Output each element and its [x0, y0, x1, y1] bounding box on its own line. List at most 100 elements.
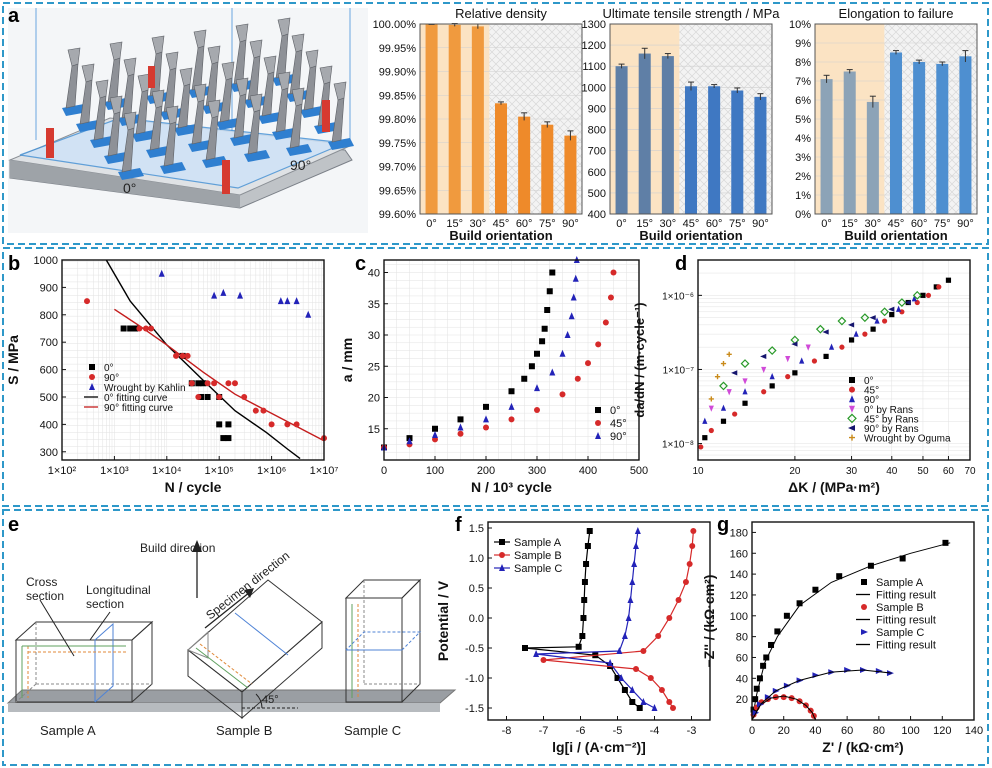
x-tick-label: 90° — [752, 218, 769, 230]
fitting-curve — [751, 669, 892, 721]
data-point — [849, 395, 855, 403]
data-point — [237, 291, 244, 299]
x-tick-label: 60 — [841, 725, 853, 737]
specimen-grip — [291, 33, 305, 53]
plot-frame — [419, 23, 583, 215]
data-point — [533, 650, 540, 657]
x-tick-label: 1×10⁷ — [310, 465, 339, 477]
x-tick-label: 1×10³ — [100, 465, 129, 477]
x-tick-label: 60° — [706, 218, 723, 230]
y-tick-label: 100 — [730, 611, 748, 623]
render-label-90deg: 90° — [290, 157, 311, 173]
bar — [843, 71, 856, 214]
plot-frame — [487, 521, 711, 721]
data-point — [698, 444, 704, 450]
legend-entry: 90° by Rans — [864, 424, 919, 435]
data-point — [158, 269, 165, 277]
legend-entry: Sample C — [514, 563, 562, 575]
data-point — [136, 325, 143, 332]
data-point — [549, 269, 556, 276]
specimen-grip — [193, 29, 207, 49]
legend-entry: Sample B — [876, 602, 924, 614]
data-point — [586, 528, 593, 534]
panel-letter-a: a — [8, 5, 20, 27]
bar — [564, 135, 577, 214]
data-point — [889, 311, 895, 318]
data-point — [899, 555, 906, 562]
x-tick-label: 0 — [749, 725, 755, 737]
data-point — [432, 425, 438, 432]
bar — [448, 24, 461, 215]
data-point — [720, 404, 727, 411]
data-point — [305, 310, 312, 318]
data-point — [640, 648, 647, 654]
x-tick-label: -8 — [502, 725, 512, 737]
specimen-grip — [165, 51, 179, 71]
chart-ultimate-tensile-strength: 400 500 600 700 800 900 1000 1100 1200 1300 0° 15° 3… — [582, 6, 781, 243]
x-tick-label: 45° — [683, 218, 700, 230]
x-axis-label: ΔK / (MPa·m²) — [788, 479, 880, 495]
data-point — [584, 543, 591, 549]
bar — [425, 24, 438, 214]
panel-letter-b: b — [8, 253, 20, 275]
x-tick-label: 90° — [562, 218, 579, 230]
data-point — [260, 407, 267, 414]
data-point — [204, 380, 211, 387]
legend-entry: 0° fitting curve — [104, 393, 168, 404]
y-tick-label: 1% — [795, 190, 811, 202]
data-point — [277, 297, 284, 305]
specimen-grip — [109, 41, 123, 61]
y-axis-label: da/dN / (m·cycle⁻¹) — [632, 302, 647, 417]
data-point — [682, 579, 689, 585]
x-axis-label: Build orientation — [449, 228, 552, 243]
y-tick-label: 3% — [795, 152, 811, 164]
data-point — [882, 318, 888, 324]
x-tick-label: 15° — [636, 218, 653, 230]
data-point — [595, 341, 602, 348]
specimen-grip — [221, 61, 235, 81]
data-point — [936, 284, 942, 290]
data-point — [499, 552, 505, 558]
specimen-grip — [333, 81, 347, 101]
y-axis-label: S / MPa — [5, 335, 21, 385]
data-point — [457, 423, 464, 431]
x-tick-label: 30° — [470, 218, 487, 230]
y-tick-label: 60 — [736, 652, 748, 664]
data-point — [568, 312, 575, 320]
y-tick-label: 20 — [368, 393, 380, 405]
chart-crack-length: 0 100 200 300 400 500 15 20 25 30 35 40 N / 10³ cycl… — [339, 256, 648, 495]
x-tick-label: 80 — [873, 725, 885, 737]
data-point — [574, 375, 581, 382]
data-point — [920, 292, 926, 298]
data-point — [220, 288, 227, 296]
x-tick-label: 20 — [789, 466, 801, 477]
bar — [541, 124, 554, 214]
support-pillar — [222, 160, 230, 194]
x-axis-label: Z' / (kΩ·cm²) — [822, 739, 903, 755]
plot-frame — [61, 259, 325, 461]
y-axis-label: −Z'' / (kΩ·cm²) — [701, 575, 717, 668]
x-tick-label: 40 — [886, 466, 898, 477]
y-axis-label: a / mm — [339, 338, 355, 382]
sample-b-box: 45° — [187, 579, 323, 720]
data-point — [670, 705, 676, 711]
data-point — [148, 325, 155, 332]
data-point — [945, 277, 952, 283]
panel-letter-f: f — [455, 514, 462, 536]
data-point — [760, 353, 767, 360]
specimen-grip — [277, 71, 291, 91]
data-point — [870, 326, 876, 332]
data-point — [780, 694, 787, 701]
data-point — [847, 322, 855, 328]
specimen-grip — [67, 47, 81, 67]
data-point — [521, 375, 528, 382]
y-tick-label: 99.90% — [379, 67, 417, 79]
data-point — [564, 331, 571, 338]
data-point — [731, 370, 738, 376]
data-point — [848, 425, 855, 431]
specimen-grip — [207, 99, 221, 119]
data-point — [869, 315, 876, 321]
data-point — [761, 366, 767, 374]
bar — [959, 56, 972, 214]
data-point — [769, 383, 775, 389]
